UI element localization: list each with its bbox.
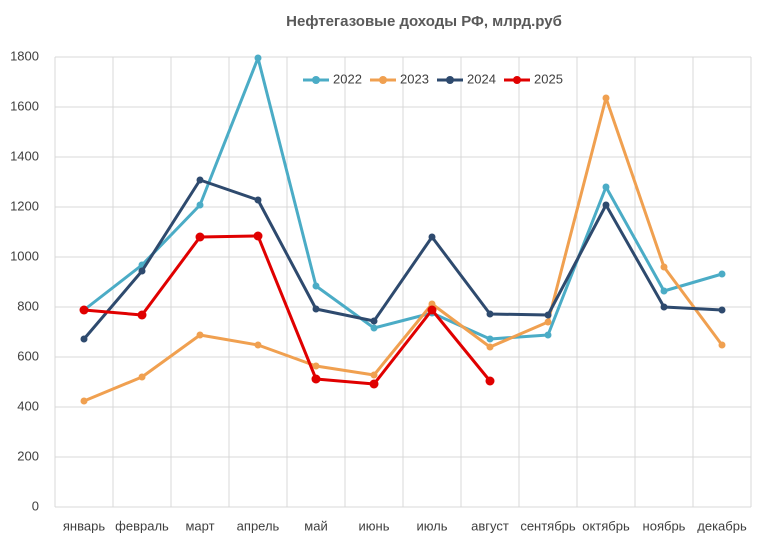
y-tick-label: 200 xyxy=(17,448,39,463)
data-point xyxy=(718,341,726,349)
legend-marker xyxy=(312,76,320,84)
y-tick-label: 800 xyxy=(17,298,39,313)
x-tick-label: июль xyxy=(416,518,447,533)
chart-title: Нефтегазовые доходы РФ, млрд.руб xyxy=(286,13,562,30)
legend-label: 2023 xyxy=(400,71,429,86)
x-tick-label: ноябрь xyxy=(643,518,686,533)
data-point xyxy=(254,341,262,349)
data-point xyxy=(544,311,552,319)
data-point xyxy=(660,303,668,311)
legend-marker xyxy=(446,76,454,84)
series-line xyxy=(83,234,492,386)
y-tick-label: 400 xyxy=(17,398,39,413)
x-tick-label: сентябрь xyxy=(520,518,576,533)
data-point xyxy=(195,232,205,242)
data-point xyxy=(196,176,204,184)
data-point xyxy=(370,317,378,325)
data-point xyxy=(312,305,320,313)
x-tick-label: октябрь xyxy=(582,518,630,533)
series-line xyxy=(82,178,723,340)
series-line xyxy=(83,56,723,341)
data-point xyxy=(138,373,146,381)
data-point xyxy=(254,196,262,204)
legend-label: 2024 xyxy=(467,71,496,86)
data-point xyxy=(427,305,437,315)
x-tick-label: декабрь xyxy=(697,518,747,533)
data-point xyxy=(79,305,89,315)
data-point xyxy=(311,374,321,384)
data-point xyxy=(544,318,552,326)
data-point xyxy=(196,201,204,209)
data-point xyxy=(486,343,494,351)
x-tick-label: апрель xyxy=(237,518,280,533)
data-point xyxy=(369,379,379,389)
series-line xyxy=(83,96,724,403)
legend-label: 2022 xyxy=(333,71,362,86)
data-point xyxy=(370,371,378,379)
data-point xyxy=(485,376,495,386)
data-point xyxy=(718,270,726,278)
data-point xyxy=(196,331,204,339)
data-point xyxy=(602,183,610,191)
y-tick-label: 1800 xyxy=(10,48,39,63)
data-point xyxy=(254,54,262,62)
legend-marker xyxy=(379,76,387,84)
data-point xyxy=(660,263,668,271)
y-tick-label: 1200 xyxy=(10,198,39,213)
x-tick-label: август xyxy=(471,518,509,533)
data-point xyxy=(544,331,552,339)
y-tick-label: 1400 xyxy=(10,148,39,163)
data-point xyxy=(602,94,610,102)
data-point xyxy=(428,233,436,241)
data-point xyxy=(486,310,494,318)
y-tick-label: 600 xyxy=(17,348,39,363)
data-point xyxy=(370,324,378,332)
y-tick-label: 0 xyxy=(32,498,39,513)
data-point xyxy=(602,201,610,209)
legend-label: 2025 xyxy=(534,71,563,86)
x-tick-label: январь xyxy=(63,518,105,533)
x-tick-label: март xyxy=(185,518,214,533)
data-point xyxy=(428,300,436,308)
data-point xyxy=(312,362,320,370)
x-tick-label: май xyxy=(304,518,327,533)
y-tick-label: 1000 xyxy=(10,248,39,263)
x-tick-label: февраль xyxy=(115,518,169,533)
data-point xyxy=(80,397,88,405)
data-point xyxy=(718,306,726,314)
legend-marker xyxy=(513,76,521,84)
x-tick-label: июнь xyxy=(359,518,390,533)
data-point xyxy=(312,282,320,290)
data-point xyxy=(137,310,147,320)
data-point xyxy=(80,335,88,343)
data-point xyxy=(253,231,263,241)
data-point xyxy=(660,287,668,295)
data-point xyxy=(138,267,146,275)
data-point xyxy=(486,335,494,343)
y-tick-label: 1600 xyxy=(10,98,39,113)
